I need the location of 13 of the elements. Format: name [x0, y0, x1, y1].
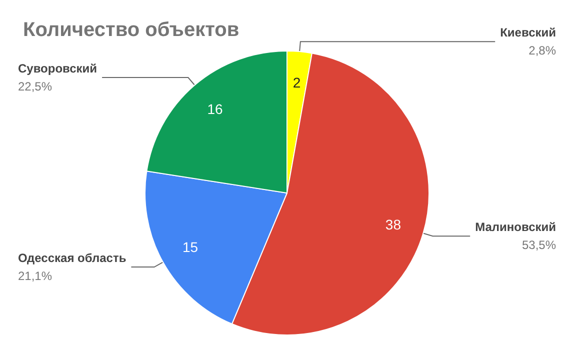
- slice-label: Одесская область: [18, 251, 126, 266]
- text: 22,5%: [18, 80, 52, 94]
- data-label: 38: [385, 216, 402, 232]
- data-label: 15: [182, 238, 198, 255]
- text: 53,5%: [522, 238, 556, 252]
- slice-label: Малиновский: [475, 220, 556, 234]
- slice-label: Суворовский: [18, 62, 98, 76]
- data-label: 2: [292, 74, 301, 91]
- chart-title: Количество объектов: [23, 19, 240, 41]
- text: 2,8%: [528, 44, 556, 58]
- text: 21,1%: [18, 269, 52, 284]
- data-label: 16: [207, 100, 223, 117]
- slice-label: Киевский: [500, 26, 556, 40]
